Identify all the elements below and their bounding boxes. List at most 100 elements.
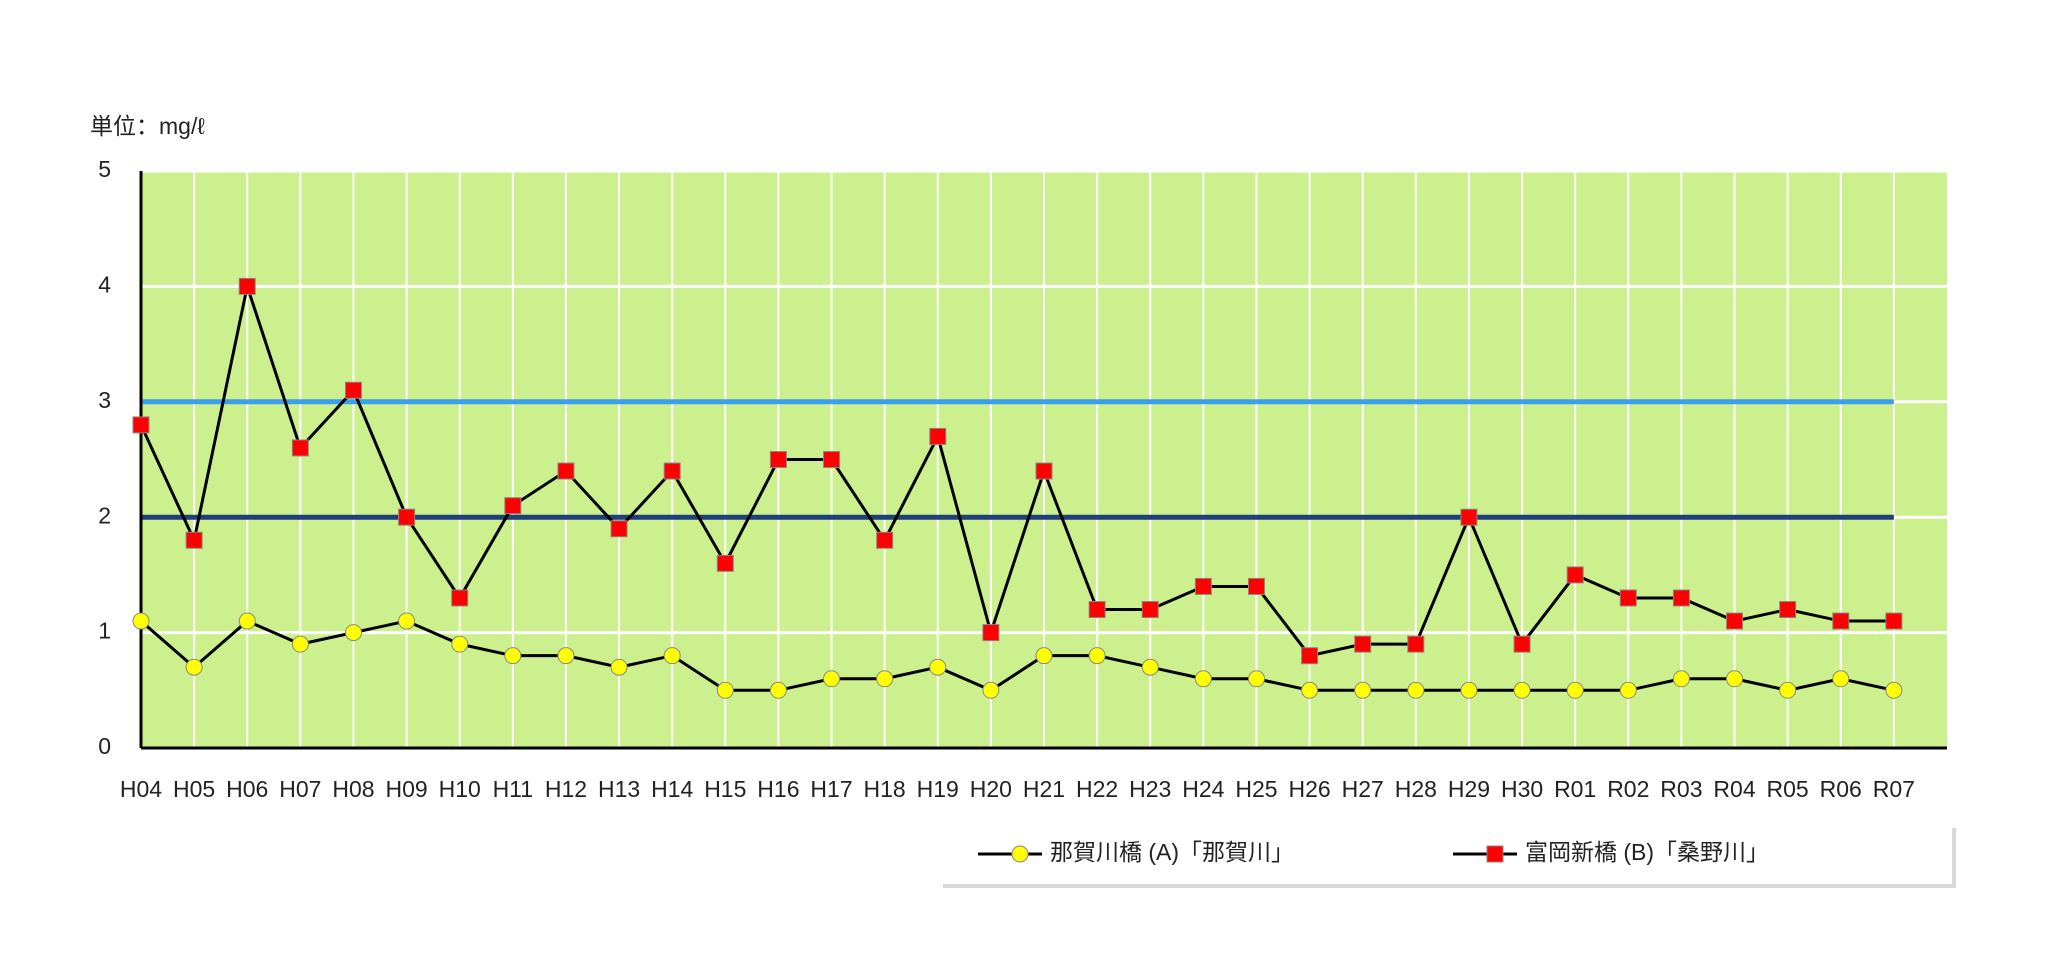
x-tick-label: H25 xyxy=(1235,776,1277,802)
data-point xyxy=(557,462,575,480)
data-point xyxy=(398,508,416,526)
x-tick-label: H26 xyxy=(1288,776,1330,802)
data-point xyxy=(132,416,150,434)
data-point xyxy=(1354,635,1372,653)
data-point xyxy=(716,681,734,699)
data-point xyxy=(663,647,681,665)
data-point xyxy=(1194,577,1212,595)
y-tick-label: 4 xyxy=(98,271,111,297)
x-tick-label: H06 xyxy=(226,776,268,802)
x-tick-label: R01 xyxy=(1554,776,1596,802)
x-tick-label: H17 xyxy=(810,776,852,802)
y-tick-label: 0 xyxy=(98,733,111,759)
data-point xyxy=(451,589,469,607)
data-point xyxy=(1726,612,1744,630)
y-axis-label: 単位：mg/ℓ xyxy=(90,113,205,139)
data-point xyxy=(1885,612,1903,630)
x-tick-label: H14 xyxy=(651,776,693,802)
data-point xyxy=(929,427,947,445)
data-point xyxy=(929,658,947,676)
data-point xyxy=(1460,681,1478,699)
data-point xyxy=(1035,462,1053,480)
x-tick-label: H08 xyxy=(332,776,374,802)
legend-label: 那賀川橋 (A)「那賀川」 xyxy=(1050,839,1294,865)
data-point xyxy=(1513,681,1531,699)
data-point xyxy=(504,497,522,515)
x-tick-label: H12 xyxy=(545,776,587,802)
data-point xyxy=(823,670,841,688)
data-point xyxy=(1088,601,1106,619)
x-tick-label: H19 xyxy=(917,776,959,802)
data-point xyxy=(1566,681,1584,699)
data-point xyxy=(398,612,416,630)
data-point xyxy=(610,520,628,538)
data-point xyxy=(291,439,309,457)
y-tick-label: 1 xyxy=(98,618,111,644)
data-point xyxy=(1301,647,1319,665)
data-point xyxy=(982,681,1000,699)
data-point xyxy=(1141,601,1159,619)
data-point xyxy=(1407,681,1425,699)
x-tick-label: H23 xyxy=(1129,776,1171,802)
x-tick-label: H15 xyxy=(704,776,746,802)
data-point xyxy=(238,612,256,630)
data-point xyxy=(1619,681,1637,699)
x-tick-label: H07 xyxy=(279,776,321,802)
data-point xyxy=(1726,670,1744,688)
data-point xyxy=(344,624,362,642)
data-point xyxy=(769,681,787,699)
data-point xyxy=(1460,508,1478,526)
data-point xyxy=(1672,670,1690,688)
x-tick-label: H24 xyxy=(1182,776,1224,802)
data-point xyxy=(823,451,841,468)
data-point xyxy=(1672,589,1690,607)
data-point xyxy=(504,647,522,665)
data-point xyxy=(876,531,894,549)
data-point xyxy=(716,554,734,572)
data-point xyxy=(769,451,787,468)
data-point xyxy=(876,670,894,688)
data-point xyxy=(291,635,309,653)
data-point xyxy=(1885,681,1903,699)
x-tick-label: R02 xyxy=(1607,776,1649,802)
x-tick-label: H21 xyxy=(1023,776,1065,802)
x-tick-label: R05 xyxy=(1767,776,1809,802)
data-point xyxy=(132,612,150,630)
x-tick-label: R04 xyxy=(1713,776,1755,802)
data-point xyxy=(1832,612,1850,630)
x-tick-label: H27 xyxy=(1342,776,1384,802)
x-tick-label: H10 xyxy=(439,776,481,802)
data-point xyxy=(1832,670,1850,688)
x-tick-label: H22 xyxy=(1076,776,1118,802)
data-point xyxy=(610,658,628,676)
y-tick-label: 5 xyxy=(98,156,111,182)
data-point xyxy=(238,277,256,295)
data-point xyxy=(1088,647,1106,665)
x-tick-label: H18 xyxy=(864,776,906,802)
x-tick-label: R03 xyxy=(1660,776,1702,802)
x-tick-label: H13 xyxy=(598,776,640,802)
data-point xyxy=(451,635,469,653)
data-point xyxy=(1779,681,1797,699)
data-point xyxy=(1247,577,1265,595)
data-point xyxy=(1779,601,1797,619)
data-point xyxy=(1354,681,1372,699)
data-point xyxy=(344,381,362,399)
x-tick-label: H20 xyxy=(970,776,1012,802)
data-point xyxy=(1141,658,1159,676)
x-tick-label: H30 xyxy=(1501,776,1543,802)
series-line xyxy=(139,280,1894,658)
y-tick-label: 2 xyxy=(98,502,111,528)
x-tick-label: H04 xyxy=(120,776,162,802)
x-tick-label: H29 xyxy=(1448,776,1490,802)
x-tick-label: H09 xyxy=(385,776,427,802)
x-tick-label: H11 xyxy=(493,776,534,802)
series-line xyxy=(140,619,1895,692)
data-point xyxy=(982,624,1000,642)
legend-marker xyxy=(1011,845,1029,863)
x-tick-label: R06 xyxy=(1820,776,1862,802)
x-tick-label: H28 xyxy=(1395,776,1437,802)
data-point xyxy=(1301,681,1319,699)
data-point xyxy=(185,531,203,549)
